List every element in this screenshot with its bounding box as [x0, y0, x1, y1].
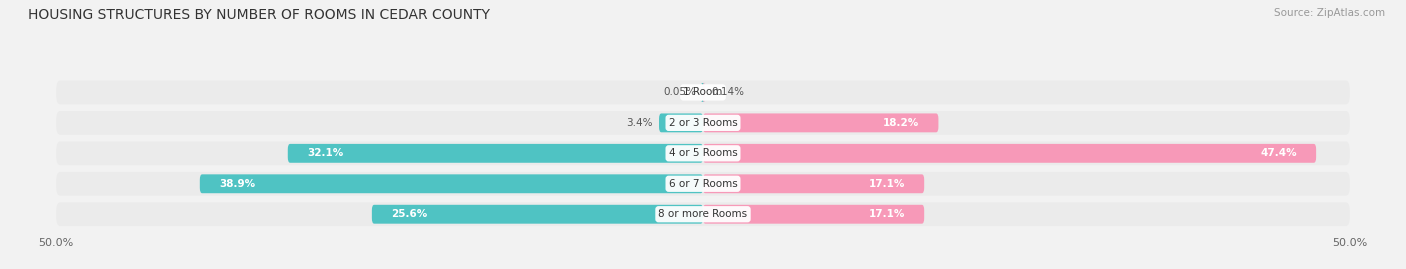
FancyBboxPatch shape — [700, 83, 704, 102]
Text: 3.4%: 3.4% — [626, 118, 652, 128]
Text: 1 Room: 1 Room — [683, 87, 723, 97]
Text: 6 or 7 Rooms: 6 or 7 Rooms — [669, 179, 737, 189]
Text: 17.1%: 17.1% — [869, 209, 905, 219]
FancyBboxPatch shape — [200, 174, 703, 193]
FancyBboxPatch shape — [56, 141, 1350, 165]
Text: 18.2%: 18.2% — [883, 118, 920, 128]
FancyBboxPatch shape — [703, 114, 938, 132]
FancyBboxPatch shape — [56, 80, 1350, 104]
Text: 8 or more Rooms: 8 or more Rooms — [658, 209, 748, 219]
Text: 47.4%: 47.4% — [1260, 148, 1296, 158]
Text: 32.1%: 32.1% — [307, 148, 343, 158]
FancyBboxPatch shape — [659, 114, 703, 132]
Text: 4 or 5 Rooms: 4 or 5 Rooms — [669, 148, 737, 158]
FancyBboxPatch shape — [703, 83, 706, 102]
FancyBboxPatch shape — [703, 144, 1316, 163]
Text: Source: ZipAtlas.com: Source: ZipAtlas.com — [1274, 8, 1385, 18]
FancyBboxPatch shape — [288, 144, 703, 163]
FancyBboxPatch shape — [371, 205, 703, 224]
FancyBboxPatch shape — [703, 174, 924, 193]
Text: 17.1%: 17.1% — [869, 179, 905, 189]
Text: 0.05%: 0.05% — [664, 87, 696, 97]
FancyBboxPatch shape — [56, 202, 1350, 226]
Text: 2 or 3 Rooms: 2 or 3 Rooms — [669, 118, 737, 128]
FancyBboxPatch shape — [703, 205, 924, 224]
Text: 25.6%: 25.6% — [391, 209, 427, 219]
Text: HOUSING STRUCTURES BY NUMBER OF ROOMS IN CEDAR COUNTY: HOUSING STRUCTURES BY NUMBER OF ROOMS IN… — [28, 8, 491, 22]
Text: 38.9%: 38.9% — [219, 179, 256, 189]
Text: 0.14%: 0.14% — [711, 87, 744, 97]
FancyBboxPatch shape — [56, 111, 1350, 135]
FancyBboxPatch shape — [56, 172, 1350, 196]
